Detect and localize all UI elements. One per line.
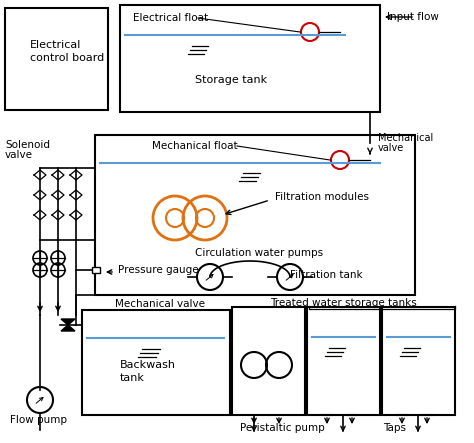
Text: Electrical: Electrical: [30, 40, 82, 50]
Bar: [382, 307, 455, 415]
Text: Peristaltic pump: Peristaltic pump: [240, 423, 325, 433]
Bar: [95, 135, 415, 295]
Text: Backwash: Backwash: [120, 360, 176, 370]
Text: Input flow: Input flow: [387, 12, 439, 22]
Text: valve: valve: [5, 150, 33, 160]
Bar: [82, 310, 230, 415]
Text: tank: tank: [120, 373, 145, 383]
Text: Mechanical float: Mechanical float: [152, 141, 237, 151]
Text: valve: valve: [378, 143, 404, 153]
Text: control board: control board: [30, 53, 104, 63]
Bar: [232, 307, 305, 415]
Bar: [5, 8, 108, 110]
Text: Mechanical: Mechanical: [378, 133, 433, 143]
Polygon shape: [363, 136, 377, 143]
Text: Electrical float: Electrical float: [133, 13, 208, 23]
Text: Treated water storage tanks: Treated water storage tanks: [270, 298, 417, 308]
Polygon shape: [363, 143, 377, 150]
Text: Filtration modules: Filtration modules: [275, 192, 369, 202]
Polygon shape: [61, 319, 75, 325]
Text: Pressure gauge: Pressure gauge: [118, 265, 199, 275]
Bar: [92, 267, 100, 273]
Text: Flow pump: Flow pump: [10, 415, 67, 425]
Polygon shape: [61, 325, 75, 331]
Text: Circulation water pumps: Circulation water pumps: [195, 248, 323, 258]
Text: Storage tank: Storage tank: [195, 75, 267, 85]
Bar: [307, 307, 380, 415]
Text: Filtration tank: Filtration tank: [290, 270, 363, 280]
Bar: [120, 5, 380, 112]
Text: Solenoid: Solenoid: [5, 140, 50, 150]
Text: Mechanical valve: Mechanical valve: [115, 299, 205, 309]
Text: Taps: Taps: [383, 423, 407, 433]
